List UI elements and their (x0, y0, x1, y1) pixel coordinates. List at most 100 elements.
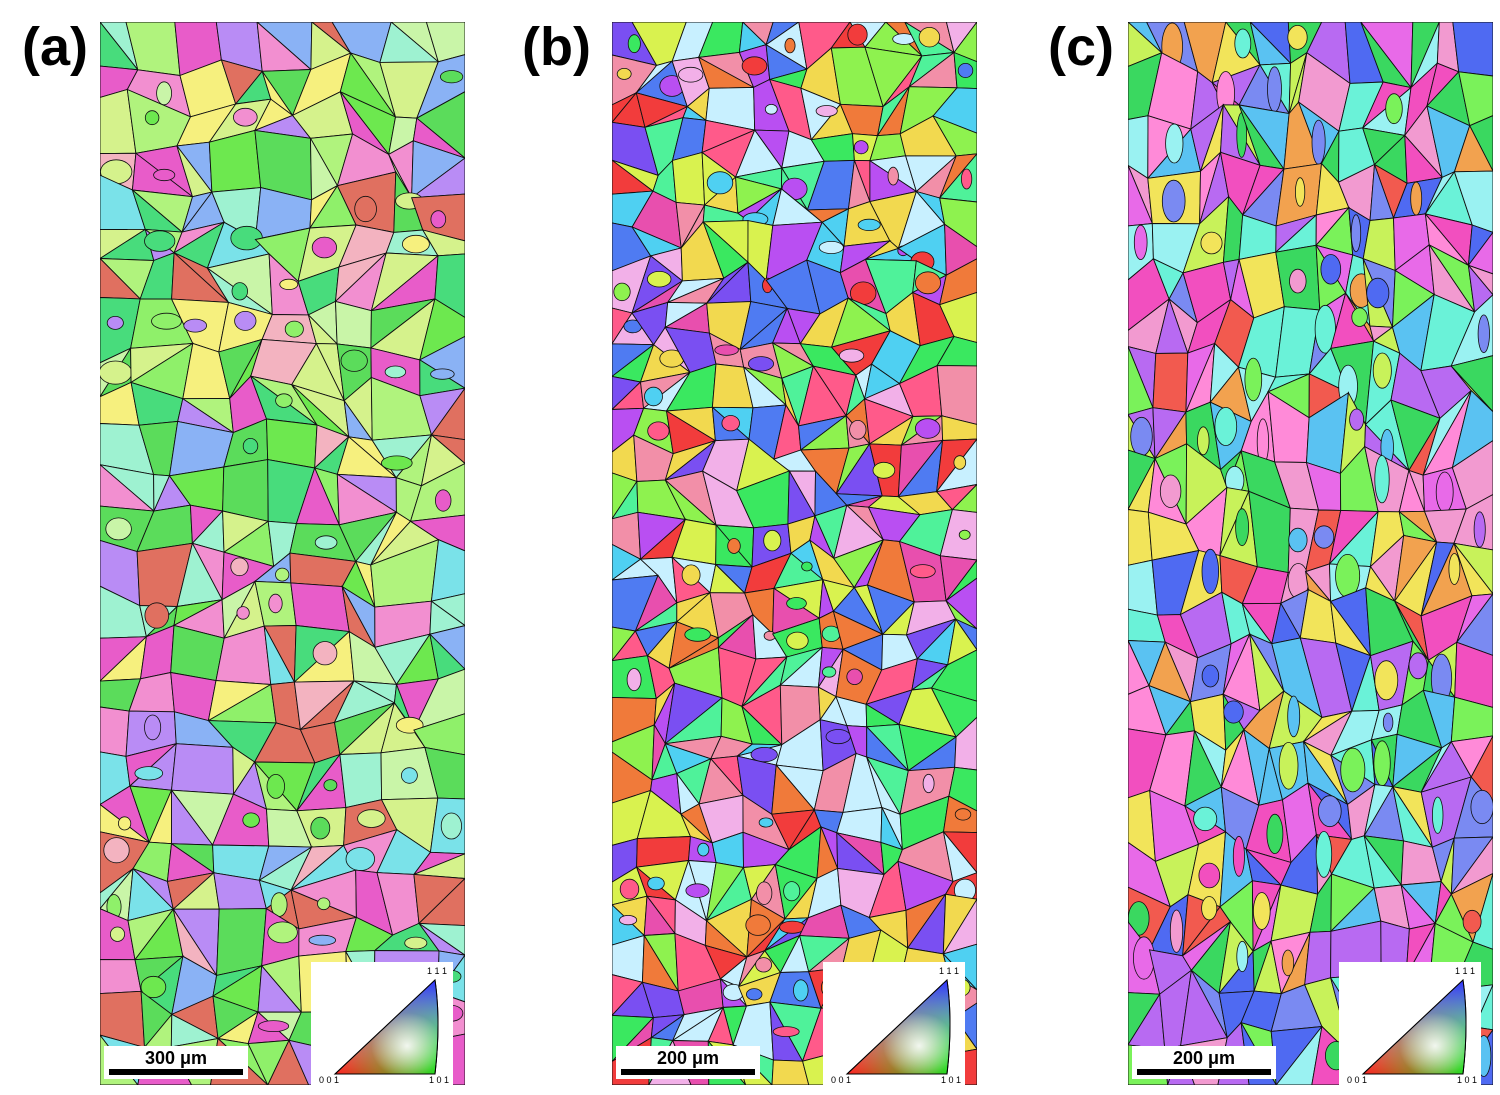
sub-grain (1335, 554, 1361, 598)
sub-grain (1448, 553, 1461, 585)
sub-grain (1385, 93, 1403, 125)
ipf-map-c: 200 μm 1 1 1 0 0 1 1 0 1 (1128, 22, 1493, 1085)
sub-grain (954, 808, 972, 821)
ipf-label-101: 1 0 1 (1457, 1075, 1477, 1085)
grain-map-a (100, 22, 465, 1085)
grain (1458, 71, 1493, 127)
scale-bar-c: 200 μm (1132, 1046, 1276, 1079)
sub-grain (849, 419, 867, 440)
grain (421, 229, 465, 257)
grain (430, 539, 465, 602)
grain (339, 752, 383, 809)
ipf-map-b: 200 μm 1 1 1 0 0 1 1 0 1 (612, 22, 977, 1085)
sub-grain (1432, 796, 1444, 834)
sub-grain (1408, 652, 1428, 680)
sub-grain (404, 936, 428, 950)
grain (216, 908, 267, 976)
sub-grain (1201, 896, 1218, 921)
sub-grain (380, 455, 413, 471)
sub-grain (627, 34, 641, 54)
sub-grain (266, 774, 286, 799)
grain (424, 746, 465, 800)
grain (932, 87, 977, 134)
sub-grain (105, 517, 132, 541)
sub-grain (1462, 909, 1482, 934)
sub-grain (317, 897, 331, 911)
sub-grain (233, 107, 258, 127)
sub-grain (846, 668, 863, 686)
sub-grain (818, 240, 844, 254)
sub-grain (857, 218, 881, 231)
sub-grain (400, 767, 418, 784)
sub-grain (727, 538, 741, 554)
sub-grain (750, 746, 778, 763)
sub-grain (756, 881, 773, 905)
grain (948, 766, 977, 812)
ipf-label-111: 1 1 1 (939, 966, 959, 976)
sub-grain (1267, 66, 1282, 113)
sub-grain (801, 561, 813, 572)
grain (939, 291, 977, 344)
scale-bar-line-a (109, 1069, 243, 1075)
sub-grain (153, 168, 176, 182)
sub-grain (714, 344, 739, 356)
sub-grain (1197, 426, 1210, 456)
scale-bar-label-a: 300 μm (144, 1048, 208, 1068)
sub-grain (1366, 277, 1390, 309)
ipf-legend-c: 1 1 1 0 0 1 1 0 1 (1339, 962, 1481, 1085)
sub-grain (1200, 231, 1223, 255)
sub-grain (681, 564, 701, 586)
scale-bar-label-c: 200 μm (1172, 1048, 1236, 1068)
grain (930, 649, 977, 702)
sub-grain (1214, 406, 1238, 446)
sub-grain (1281, 949, 1295, 977)
sub-grain (960, 168, 973, 190)
panel-label-a: (a) (22, 17, 88, 77)
sub-grain (384, 365, 407, 379)
sub-grain (1470, 789, 1493, 825)
sub-grain (1287, 695, 1301, 738)
sub-grain (1165, 123, 1184, 164)
sub-grain (310, 816, 331, 840)
sub-grain (106, 315, 124, 330)
sub-grain (1287, 24, 1308, 50)
sub-grain (619, 914, 638, 926)
sub-grain (745, 914, 771, 936)
sub-grain (357, 809, 386, 828)
grain (171, 743, 234, 795)
panel-label-b: (b) (522, 17, 591, 77)
sub-grain (1133, 224, 1148, 260)
sub-grain (234, 310, 257, 331)
sub-grain (918, 26, 941, 48)
sub-grain (268, 593, 283, 614)
grain (425, 22, 465, 63)
sub-grain (953, 455, 967, 470)
sub-grain (1198, 862, 1221, 889)
sub-grain (312, 641, 338, 666)
grain (930, 687, 977, 738)
sub-grain (684, 627, 711, 642)
sub-grain (275, 567, 290, 582)
sub-grain (354, 195, 377, 223)
sub-grain (721, 415, 740, 432)
sub-grain (647, 876, 665, 891)
sub-grain (230, 225, 263, 251)
sub-grain (1159, 474, 1182, 508)
sub-grain (1288, 527, 1308, 553)
sub-grain (314, 535, 338, 550)
sub-grain (847, 23, 868, 46)
grain (932, 115, 977, 157)
sub-grain (183, 318, 207, 333)
sub-grain (156, 81, 172, 106)
sub-grain (100, 360, 133, 385)
sub-grain (1349, 408, 1365, 431)
ipf-label-111: 1 1 1 (427, 966, 447, 976)
grain (1450, 696, 1493, 743)
ipf-label-101: 1 0 1 (429, 1075, 449, 1085)
sub-grain (1382, 712, 1394, 733)
ipf-map-a: 300 μm 1 1 1 0 0 1 1 0 1 (100, 22, 465, 1085)
grain (290, 582, 350, 633)
sub-grain (922, 773, 935, 794)
sub-grain (430, 210, 447, 229)
sub-grain (872, 461, 896, 479)
